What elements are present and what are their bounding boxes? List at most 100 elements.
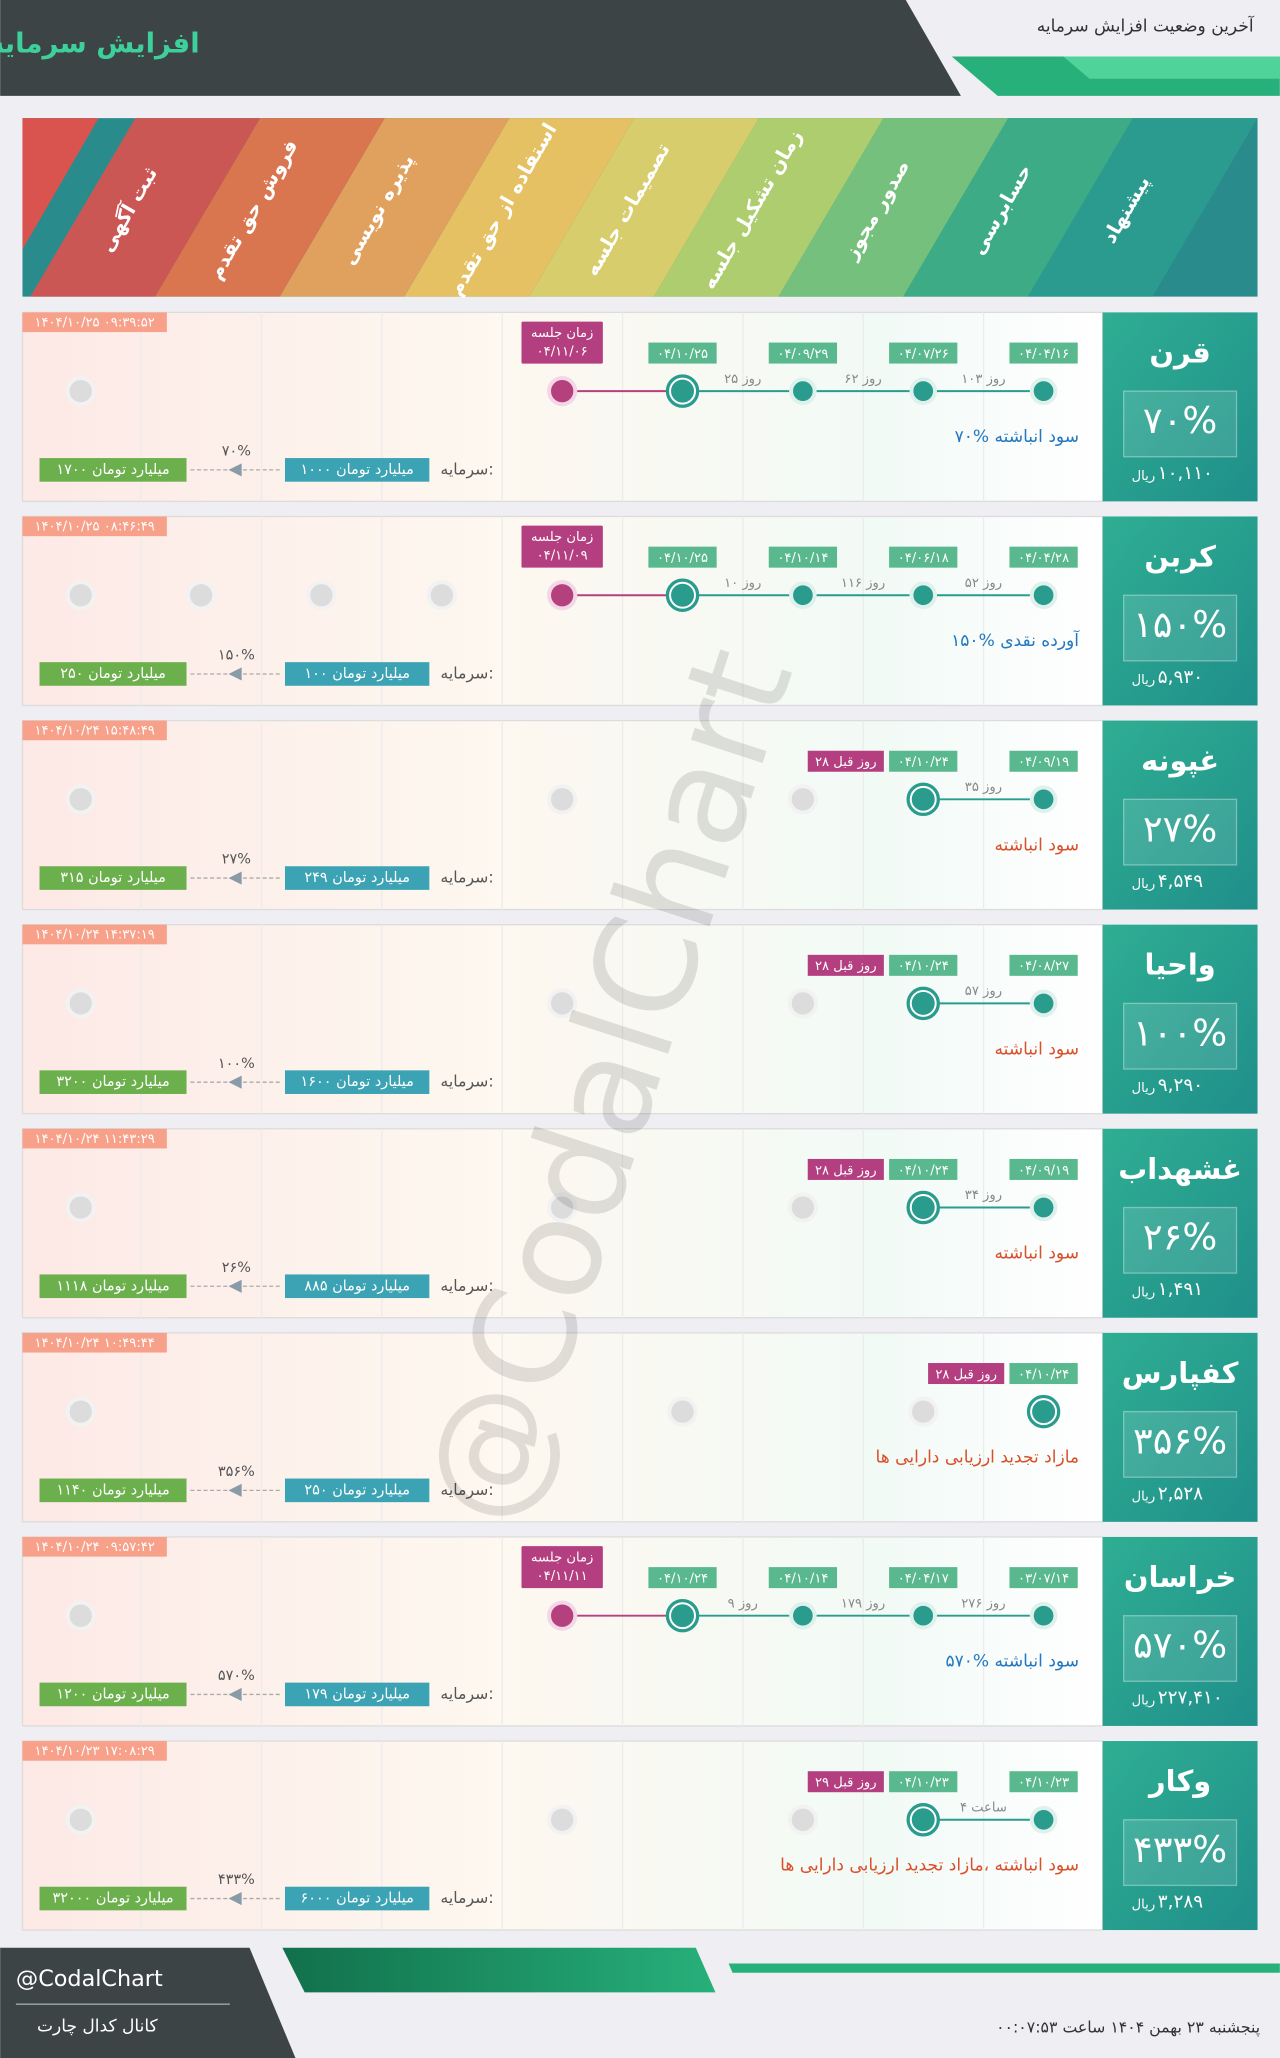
symbol-panel bbox=[1102, 312, 1258, 502]
meeting-label: ۰۴/۱۱/۰۶ bbox=[537, 344, 588, 359]
empty-stage bbox=[787, 1192, 818, 1223]
header-bar bbox=[0, 0, 961, 96]
date-badge bbox=[1009, 954, 1078, 976]
empty-stage bbox=[547, 988, 578, 1019]
capital-from: ۲۴۹ میلیارد تومان bbox=[304, 870, 410, 886]
description: سود انباشته ،مازاد تجدید ارزیابی دارایی … bbox=[780, 1856, 1079, 1876]
empty-stage bbox=[65, 1396, 96, 1427]
date-badge bbox=[889, 954, 958, 976]
done-stage bbox=[1029, 1193, 1058, 1222]
empty-stage bbox=[667, 1396, 698, 1427]
done-stage bbox=[1029, 989, 1058, 1018]
current-stage-ring bbox=[669, 377, 696, 405]
meeting-label: زمان جلسه bbox=[531, 326, 593, 341]
capital-percent: ۷۰% bbox=[222, 444, 251, 460]
empty-stage bbox=[65, 1804, 96, 1835]
symbol-name: قرن bbox=[1149, 335, 1210, 369]
stage-band bbox=[22, 118, 99, 250]
meeting-label: زمان جلسه bbox=[531, 530, 593, 545]
capital-from-bg bbox=[284, 1682, 430, 1707]
capital-from-bg bbox=[284, 458, 430, 482]
date-label: ۰۴/۰۸/۲۷ bbox=[1018, 959, 1069, 974]
capital-to: ۳۱۵ میلیارد تومان bbox=[60, 870, 166, 886]
empty-stage bbox=[547, 1804, 578, 1835]
percent-box bbox=[1123, 1206, 1238, 1274]
done-stage bbox=[789, 377, 817, 405]
footer-stripe bbox=[282, 1947, 716, 1993]
capital-percent: ۲۷% bbox=[222, 852, 251, 868]
capital-to: ۱۲۰۰ میلیارد تومان bbox=[56, 1686, 169, 1702]
symbol-percent: ۷۰% bbox=[1143, 399, 1217, 442]
ago-badge bbox=[807, 750, 884, 772]
symbol-panel bbox=[1102, 720, 1258, 910]
page-subtitle: آخرین وضعیت افزایش سرمایه bbox=[1037, 14, 1255, 36]
date-label: ۰۳/۰۷/۱۴ bbox=[1018, 1571, 1069, 1586]
date-badge bbox=[889, 1567, 958, 1589]
current-stage-ring bbox=[909, 1806, 937, 1834]
gap-label: ۲۵ روز bbox=[724, 372, 761, 387]
current-stage-ring bbox=[669, 1602, 696, 1630]
date-badge bbox=[1009, 1771, 1078, 1793]
stage-band bbox=[1027, 118, 1258, 297]
capital-from: ۸۸۵ میلیارد تومان bbox=[304, 1278, 410, 1294]
capital-label: سرمایه: bbox=[440, 868, 493, 888]
price: ۲,۵۲۸ bbox=[1158, 1483, 1203, 1504]
ago-badge bbox=[928, 1363, 1005, 1385]
price-unit: ریال bbox=[1132, 1898, 1156, 1913]
capital-to-bg bbox=[39, 866, 187, 890]
capital-to-bg bbox=[39, 1274, 187, 1299]
price-unit: ریال bbox=[1132, 1694, 1156, 1709]
description: ۵۷۰% سود انباشته bbox=[945, 1652, 1079, 1672]
symbol-panel bbox=[1102, 924, 1258, 1114]
price-unit: ریال bbox=[1132, 1285, 1156, 1300]
capital-label: سرمایه: bbox=[440, 459, 493, 479]
done-stage bbox=[789, 1601, 817, 1630]
capital-percent: ۴۳۳% bbox=[218, 1872, 255, 1888]
gap-label: ۶۲ روز bbox=[844, 372, 881, 387]
empty-stage bbox=[787, 784, 818, 815]
capital-arrowhead bbox=[228, 871, 242, 885]
capital-from-bg bbox=[284, 1274, 430, 1299]
timestamp: ۱۴۰۴/۱۰/۲۵ ۰۸:۴۶:۴۹ bbox=[34, 519, 154, 534]
description: ۷۰% سود انباشته bbox=[955, 427, 1079, 447]
date-label: ۰۴/۰۶/۱۸ bbox=[898, 551, 949, 566]
done-stage bbox=[909, 581, 938, 609]
empty-stage bbox=[306, 580, 337, 611]
footer-channel: کانال کدال چارت bbox=[37, 2017, 159, 2037]
date-label: ۰۴/۰۴/۱۷ bbox=[898, 1571, 949, 1586]
footer-datetime: پنجشنبه ۲۳ بهمن ۱۴۰۴ ساعت ۰۰:۰۷:۵۳ bbox=[996, 2017, 1260, 2037]
gap-label: ۱۰ روز bbox=[724, 576, 761, 591]
empty-stage bbox=[426, 580, 457, 611]
description: سود انباشته bbox=[995, 835, 1079, 855]
ago-badge bbox=[807, 954, 884, 976]
capital-arrowhead bbox=[228, 1279, 242, 1293]
done-stage bbox=[1029, 581, 1058, 609]
description: سود انباشته bbox=[995, 1039, 1079, 1059]
page-title: افزایش سرمایه bbox=[0, 28, 200, 60]
date-badge bbox=[889, 1771, 958, 1793]
date-label: ۰۴/۰۴/۲۸ bbox=[1018, 551, 1069, 566]
date-label: ۰۴/۱۰/۲۴ bbox=[1018, 1367, 1069, 1382]
capital-arrowhead bbox=[228, 463, 242, 477]
symbol-percent: ۲۶% bbox=[1143, 1216, 1217, 1259]
empty-stage bbox=[547, 784, 578, 815]
timestamp-bg bbox=[22, 1128, 167, 1149]
symbol-panel bbox=[1102, 1741, 1258, 1931]
capital-to: ۱۷۰۰ میلیارد تومان bbox=[56, 462, 169, 478]
empty-stage bbox=[787, 988, 818, 1019]
capital-from-bg bbox=[284, 662, 430, 686]
capital-arrowhead bbox=[228, 1891, 242, 1906]
capital-arrowhead bbox=[228, 1483, 242, 1497]
description: سود انباشته bbox=[995, 1243, 1079, 1263]
symbol-name: غپونه bbox=[1141, 744, 1219, 778]
capital-arrowhead bbox=[228, 1075, 242, 1089]
empty-stage bbox=[65, 376, 96, 407]
current-stage-ring bbox=[909, 785, 937, 813]
price-unit: ریال bbox=[1132, 1489, 1156, 1504]
timestamp-bg bbox=[22, 1741, 167, 1761]
current-stage-ring bbox=[669, 581, 696, 609]
capital-to: ۱۱۱۸ میلیارد تومان bbox=[56, 1278, 169, 1294]
capital-from: ۱۶۰۰ میلیارد تومان bbox=[300, 1074, 413, 1090]
